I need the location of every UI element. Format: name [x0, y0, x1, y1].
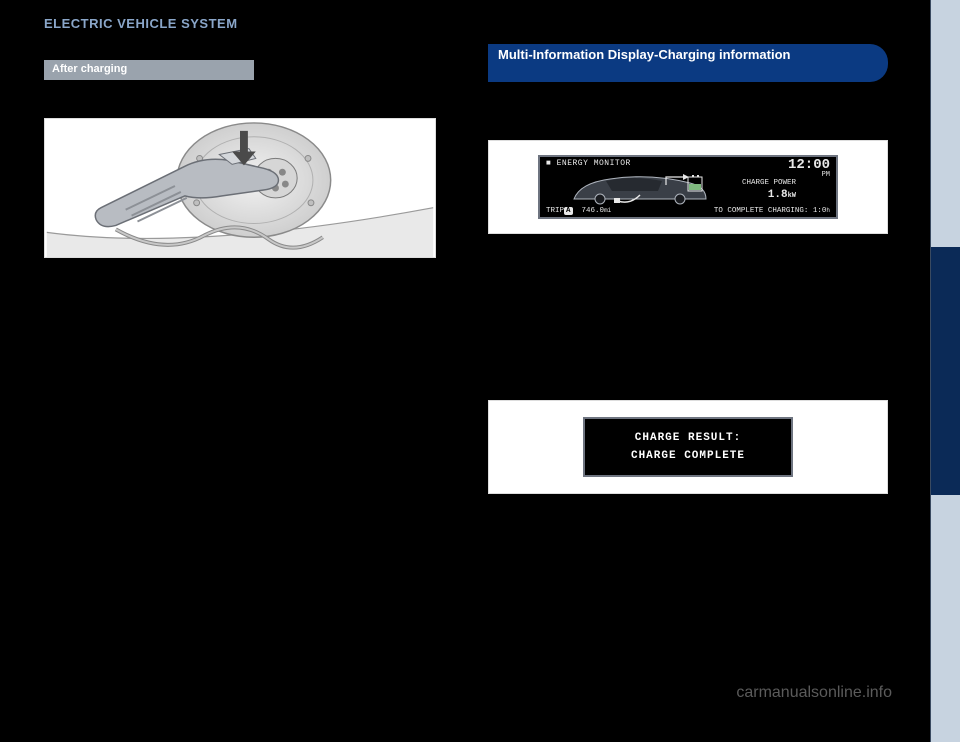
side-tabs [930, 0, 960, 742]
trip-value: 746.0 [582, 207, 605, 215]
car-silhouette-icon [570, 171, 710, 207]
charge-power-number: 1.8 [768, 189, 788, 201]
side-tab-3[interactable] [930, 495, 960, 742]
complete-value: 1:0 [813, 207, 827, 215]
page: ELECTRIC VEHICLE SYSTEM After charging [0, 0, 930, 742]
clock-time: 12:00 [788, 159, 830, 172]
figure-charge-result: CHARGE RESULT: CHARGE COMPLETE [488, 400, 888, 494]
trip-label: TRIP [546, 207, 564, 215]
charge-result-line1: CHARGE RESULT: [635, 432, 741, 444]
watermark: carmanualsonline.info [736, 684, 892, 702]
energy-monitor-clock: 12:00 PM [788, 159, 830, 178]
energy-monitor-title: ■ ENERGY MONITOR [546, 159, 631, 168]
subheading-after-charging: After charging [44, 60, 254, 80]
section-title: ELECTRIC VEHICLE SYSTEM [44, 16, 238, 31]
right-column-header: Multi-Information Display-Charging infor… [488, 44, 888, 82]
trip-badge: A [564, 207, 573, 215]
complete-label: TO COMPLETE CHARGING: [714, 207, 809, 215]
charge-result-display: CHARGE RESULT: CHARGE COMPLETE [583, 417, 793, 477]
side-tab-1[interactable] [930, 0, 960, 247]
complete-unit: h [826, 207, 830, 214]
side-tab-2[interactable] [930, 247, 960, 494]
trip-readout: TRIPA 746.0mi [546, 207, 611, 215]
energy-monitor-display: ■ ENERGY MONITOR 12:00 PM [538, 155, 838, 219]
trip-unit: mi [604, 207, 611, 214]
figure-energy-monitor: ■ ENERGY MONITOR 12:00 PM [488, 140, 888, 234]
figure-charging-connector [44, 118, 436, 258]
time-to-complete: TO COMPLETE CHARGING: 1:0h [714, 207, 830, 215]
charge-power-value: 1.8kW [768, 189, 796, 201]
charge-result-line2: CHARGE COMPLETE [631, 450, 745, 462]
charging-connector-illustration [45, 119, 435, 257]
charge-power-label: CHARGE POWER [742, 179, 796, 187]
charge-power-unit: kW [788, 192, 796, 200]
